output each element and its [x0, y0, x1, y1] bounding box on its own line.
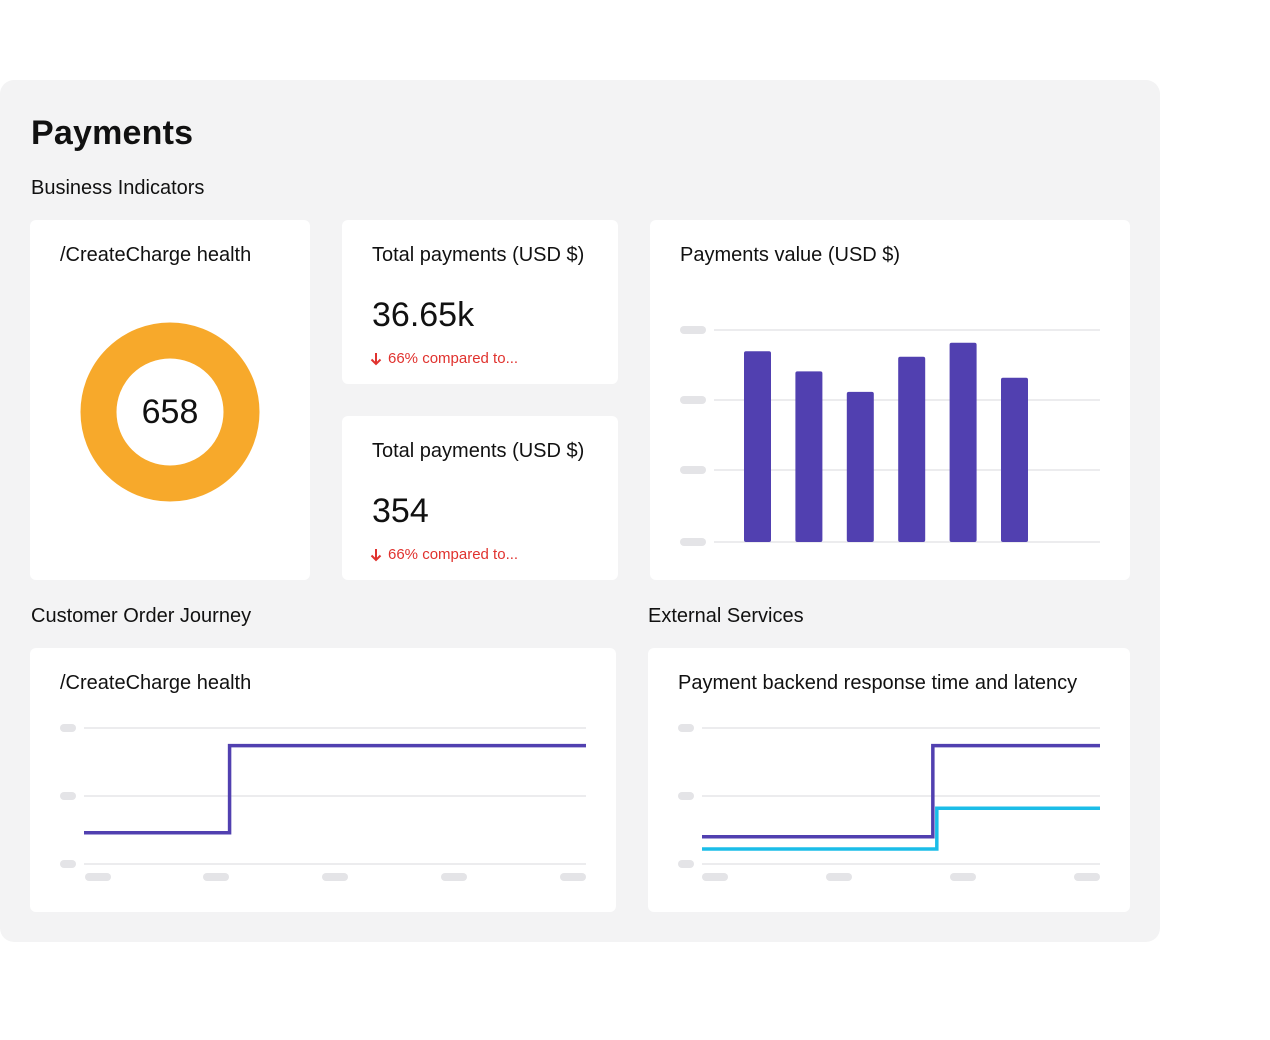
y-tick-placeholder — [60, 792, 76, 800]
x-tick-placeholder — [322, 873, 348, 881]
backend-latency-card[interactable]: Payment backend response time and latenc… — [648, 648, 1130, 912]
bar — [846, 391, 874, 542]
x-tick-placeholder — [203, 873, 229, 881]
y-tick-placeholder — [678, 860, 694, 868]
health-value: 658 — [141, 392, 199, 431]
y-tick-placeholder — [678, 724, 694, 732]
bar — [1001, 377, 1028, 542]
trend-indicator: 66% compared to... — [370, 350, 518, 367]
total-payments-value: 354 — [372, 492, 429, 530]
bar — [795, 371, 823, 542]
series-line — [702, 743, 1100, 839]
bar — [744, 351, 771, 542]
trend-text: 66% compared to... — [388, 546, 519, 563]
y-tick-placeholder — [60, 724, 76, 732]
y-tick-placeholder — [60, 860, 76, 868]
series-line — [702, 806, 1100, 851]
series-line — [84, 743, 586, 835]
trend-indicator: 66% compared to... — [370, 546, 518, 563]
x-tick-placeholder — [85, 873, 111, 881]
y-tick-placeholder — [678, 792, 694, 800]
createcharge-health-chart — [60, 724, 586, 881]
health-donut: 658 — [80, 322, 260, 502]
card-title: Total payments (USD $) — [372, 440, 585, 462]
x-tick-placeholder — [560, 873, 586, 881]
y-tick-placeholder — [680, 466, 706, 474]
arrow-down-icon — [370, 352, 382, 366]
x-tick-placeholder — [826, 873, 852, 881]
journey-health-card[interactable]: /CreateCharge health — [30, 648, 616, 912]
card-title: /CreateCharge health — [60, 672, 252, 694]
x-tick-placeholder — [441, 873, 467, 881]
card-title: Payments value (USD $) — [680, 244, 901, 266]
payments-value-chart — [680, 326, 1100, 546]
section-customer-order-journey: Customer Order Journey — [31, 605, 252, 627]
donut-ring — [80, 322, 260, 502]
x-tick-placeholder — [702, 873, 728, 881]
y-tick-placeholder — [680, 396, 706, 404]
x-tick-placeholder — [1074, 873, 1100, 881]
total-payments-card[interactable]: Total payments (USD $) 36.65k 66% compar… — [342, 220, 618, 384]
payments-value-card[interactable]: Payments value (USD $) — [650, 220, 1130, 580]
total-payments-value: 36.65k — [372, 296, 475, 334]
trend-text: 66% compared to... — [388, 350, 519, 367]
createcharge-health-card[interactable]: /CreateCharge health 658 — [30, 220, 310, 580]
arrow-down-icon — [370, 548, 382, 562]
total-payments-card-2[interactable]: Total payments (USD $) 354 66% compared … — [342, 416, 618, 580]
card-title: /CreateCharge health — [60, 244, 252, 266]
section-business-indicators: Business Indicators — [31, 177, 205, 199]
section-external-services: External Services — [648, 605, 804, 627]
card-title: Payment backend response time and latenc… — [678, 672, 1078, 694]
bar — [949, 342, 977, 542]
page-title: Payments — [31, 114, 194, 152]
backend-latency-chart — [678, 724, 1100, 881]
y-tick-placeholder — [680, 538, 706, 546]
bar — [898, 356, 926, 542]
card-title: Total payments (USD $) — [372, 244, 585, 266]
y-tick-placeholder — [680, 326, 706, 334]
x-tick-placeholder — [950, 873, 976, 881]
